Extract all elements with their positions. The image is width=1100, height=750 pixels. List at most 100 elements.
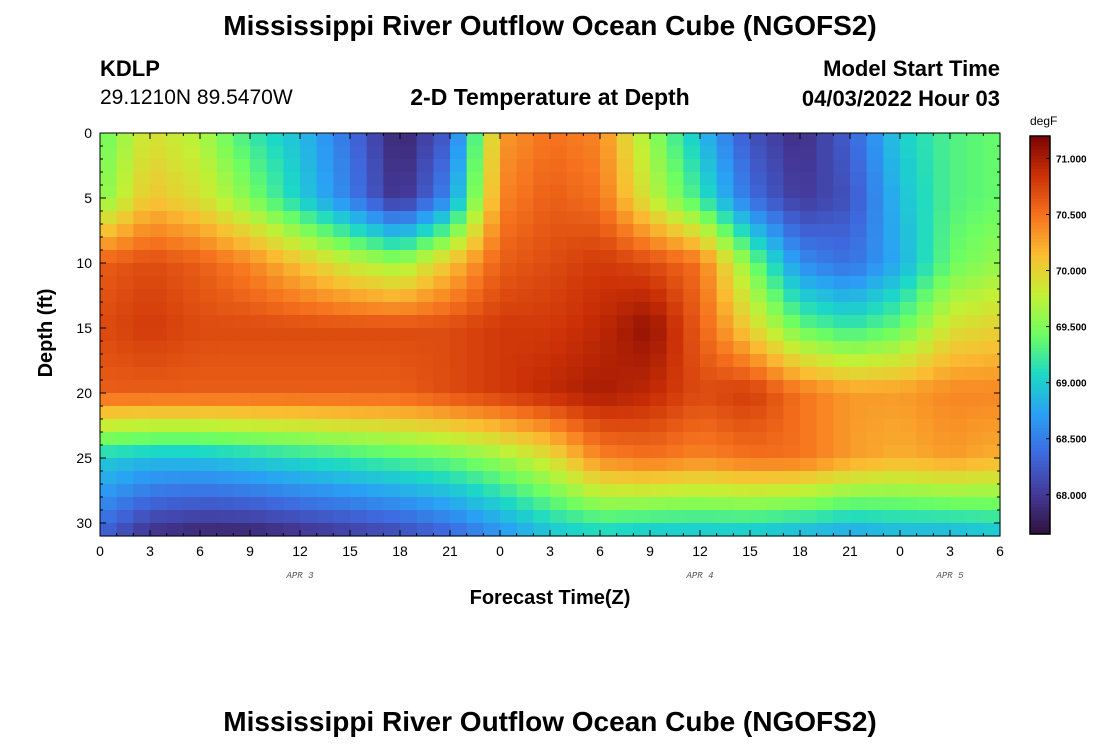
heatmap-cell [183, 510, 201, 524]
heatmap-cell [983, 159, 1001, 173]
heatmap-cell [250, 224, 268, 238]
heatmap-cell [366, 263, 384, 277]
heatmap-cell [350, 172, 368, 186]
heatmap-cell [350, 289, 368, 303]
heatmap-cell [850, 263, 868, 277]
heatmap-cell [283, 224, 301, 238]
heatmap-cell [966, 133, 984, 147]
heatmap-cell [816, 380, 834, 394]
heatmap-cell [433, 250, 451, 264]
heatmap-cell [433, 133, 451, 147]
heatmap-cell [983, 393, 1001, 407]
colorbar-segment [1030, 268, 1050, 273]
heatmap-cell [600, 523, 618, 537]
heatmap-cell [666, 198, 684, 212]
heatmap-cell [450, 445, 468, 459]
heatmap-cell [566, 354, 584, 368]
heatmap-cell [450, 393, 468, 407]
heatmap-cell [533, 328, 551, 342]
heatmap-cell [800, 198, 818, 212]
colorbar-segment [1030, 358, 1050, 363]
heatmap-cell [100, 289, 118, 303]
heatmap-cell [466, 289, 484, 303]
heatmap-cell [650, 237, 668, 251]
heatmap-cell [650, 445, 668, 459]
heatmap-cell [383, 354, 401, 368]
heatmap-cell [816, 367, 834, 381]
heatmap-cell [750, 341, 768, 355]
heatmap-cell [966, 497, 984, 511]
heatmap-cell [783, 367, 801, 381]
heatmap-cell [400, 354, 418, 368]
heatmap-cell [333, 341, 351, 355]
heatmap-cell [316, 159, 334, 173]
heatmap-cell [466, 250, 484, 264]
heatmap-cell [816, 445, 834, 459]
heatmap-cell [100, 432, 118, 446]
heatmap-cell [150, 458, 168, 472]
heatmap-cell [100, 380, 118, 394]
heatmap-cell [366, 523, 384, 537]
colorbar-segment [1030, 145, 1050, 150]
heatmap-cell [600, 237, 618, 251]
heatmap-cell [333, 445, 351, 459]
heatmap-cell [216, 367, 234, 381]
heatmap-cell [700, 328, 718, 342]
heatmap-cell [550, 367, 568, 381]
colorbar-segment [1030, 192, 1050, 197]
heatmap-cell [250, 146, 268, 160]
heatmap-cell [783, 393, 801, 407]
colorbar-segment [1030, 444, 1050, 449]
heatmap-cell [716, 159, 734, 173]
heatmap-cell [833, 354, 851, 368]
heatmap-cell [250, 185, 268, 199]
heatmap-cell [650, 367, 668, 381]
model-start-value: 04/03/2022 Hour 03 [801, 86, 1000, 111]
heatmap-cell [800, 341, 818, 355]
heatmap-cell [983, 367, 1001, 381]
heatmap-cell [816, 393, 834, 407]
colorbar-segment [1030, 361, 1050, 366]
heatmap-cell [316, 146, 334, 160]
heatmap-cell [966, 198, 984, 212]
heatmap-cell [116, 224, 134, 238]
heatmap-cell [933, 302, 951, 316]
heatmap-cell [983, 445, 1001, 459]
heatmap-cell [433, 237, 451, 251]
heatmap-cell [750, 484, 768, 498]
heatmap-cell [833, 224, 851, 238]
heatmap-cell [800, 484, 818, 498]
heatmap-cell [733, 445, 751, 459]
heatmap-cell [516, 185, 534, 199]
heatmap-cell [966, 315, 984, 329]
heatmap-cell [650, 484, 668, 498]
heatmap-cell [750, 471, 768, 485]
heatmap-cell [666, 315, 684, 329]
heatmap-cell [483, 146, 501, 160]
heatmap-cell [116, 198, 134, 212]
heatmap-cell [566, 497, 584, 511]
colorbar-segment [1030, 401, 1050, 406]
heatmap-cell [283, 133, 301, 147]
x-tick-label: 18 [792, 543, 808, 559]
colorbar-segment [1030, 374, 1050, 379]
heatmap-cell [100, 315, 118, 329]
heatmap-cell [533, 302, 551, 316]
heatmap-cell [950, 211, 968, 225]
x-tick-label: 18 [392, 543, 408, 559]
heatmap-cell [916, 159, 934, 173]
heatmap-cell [566, 341, 584, 355]
heatmap-cell [100, 263, 118, 277]
heatmap-cell [466, 198, 484, 212]
heatmap-cell [833, 471, 851, 485]
heatmap-cell [650, 289, 668, 303]
heatmap-cell [200, 198, 218, 212]
heatmap-cell [266, 471, 284, 485]
heatmap-cell [316, 276, 334, 290]
heatmap-cell [183, 302, 201, 316]
heatmap-cell [600, 198, 618, 212]
colorbar-segment [1030, 530, 1050, 535]
heatmap-cell [900, 289, 918, 303]
heatmap-cell [483, 237, 501, 251]
heatmap-cell [616, 380, 634, 394]
